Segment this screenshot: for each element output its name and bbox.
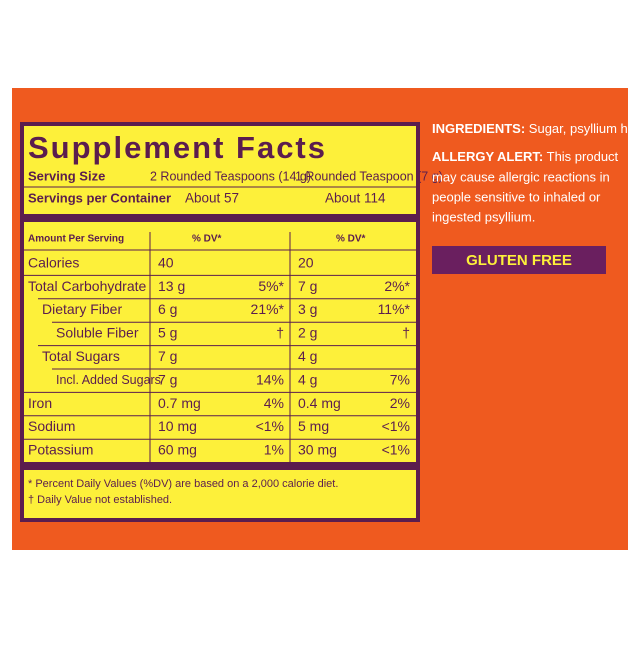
amount: 13 g [158,278,185,294]
value: About 57 [185,191,239,206]
row-label: Total Carbohydrate [28,278,147,294]
header: % DV* [192,234,222,245]
allergy-line: may cause allergic reactions in [432,169,610,184]
badge [432,246,606,274]
value: About 114 [325,191,386,206]
dv: <1% [256,418,284,434]
row-label: Total Sugars [42,348,120,364]
amount: 5 mg [298,418,329,434]
amount: 7 g [158,371,177,387]
dv: † [276,325,284,341]
amount: 4 g [298,348,317,364]
amount: 40 [158,254,174,270]
row-label: Iron [28,395,52,411]
text: Sugar, psyllium husk [529,121,640,136]
amount: 4 g [298,371,317,387]
row-label: Sodium [28,418,75,434]
label: Serving Size [28,168,105,183]
dv: <1% [382,442,410,458]
thick-rule [24,214,416,222]
amount: 5 g [158,325,177,341]
badge-text: GLUTEN FREE [466,252,572,269]
amount: 0.4 mg [298,395,341,411]
dv: 1% [264,442,284,458]
value: 2 Rounded Teaspoons (14 g) [150,169,311,183]
footnote: * Percent Daily Values (%DV) are based o… [28,478,338,490]
dv: † [402,325,410,341]
amount: 0.7 mg [158,395,201,411]
dv: 2%* [384,278,410,294]
header: Amount Per Serving [28,234,124,245]
row-label: Incl. Added Sugars [56,373,161,387]
amount: 7 g [298,278,317,294]
amount: 60 mg [158,442,197,458]
dv: 4% [264,395,284,411]
amount: 7 g [158,348,177,364]
row-label: Calories [28,254,79,270]
dv: <1% [382,418,410,434]
dv: 11%* [378,301,411,317]
label: Servings per Container [28,190,171,205]
value: 1 Rounded Teaspoon (7 g) [295,169,443,183]
label: INGREDIENTS: [432,121,525,136]
rows: Calories 40 20 Total Carbohydrate 13 g 5%* 7 g… [24,254,416,458]
amount: 3 g [298,301,317,317]
amount: 30 mg [298,442,337,458]
ingredients: INGREDIENTS: Sugar, psyllium husk [432,121,640,136]
row-label: Soluble Fiber [56,325,139,341]
thick-rule [24,462,416,470]
allergy-line: ingested psyllium. [432,209,535,224]
footnote: † Daily Value not established. [28,494,172,506]
dv: 7% [390,371,410,387]
amount: 10 mg [158,418,197,434]
dv: 14% [256,371,284,387]
label: ALLERGY ALERT: [432,149,543,164]
amount: 2 g [298,325,317,341]
row-label: Potassium [28,442,93,458]
facts-title: Supplement Facts [28,130,327,165]
dv: 21%* [251,301,285,317]
header: % DV* [336,234,366,245]
amount: 20 [298,254,314,270]
text: This product [547,149,619,164]
row-label: Dietary Fiber [42,301,122,317]
amount: 6 g [158,301,177,317]
dv: 5%* [258,278,284,294]
dv: 2% [390,395,410,411]
allergy: ALLERGY ALERT: This product [432,149,619,164]
allergy-line: people sensitive to inhaled or [432,189,601,204]
